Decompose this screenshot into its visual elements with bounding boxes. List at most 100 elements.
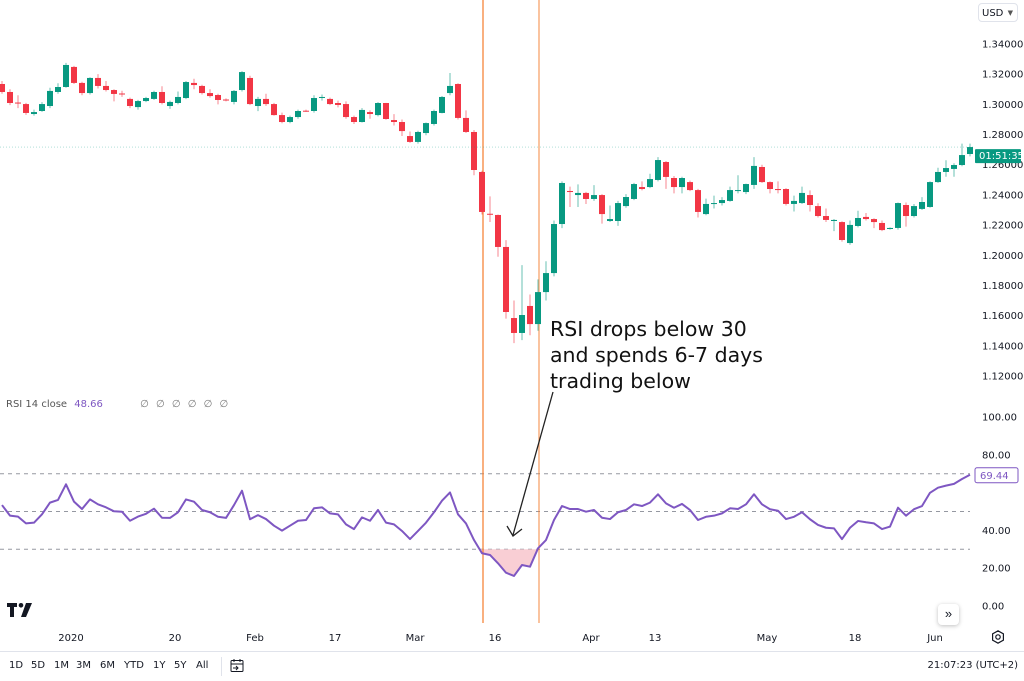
candle-down [455, 83, 461, 118]
range-1d-button[interactable]: 1D [9, 660, 24, 671]
candle-up [735, 190, 741, 192]
candle-down [95, 77, 101, 86]
rsi-legend[interactable]: RSI 14 close 48.66 ∅ ∅ ∅ ∅ ∅ ∅ [6, 399, 230, 410]
candle-up [87, 77, 93, 94]
candle-down [783, 189, 789, 204]
candle-down [15, 102, 21, 104]
candle-down [471, 131, 477, 171]
candle-up [647, 179, 653, 188]
candle-up [959, 155, 965, 166]
candle-down [335, 103, 341, 105]
candle-down [191, 82, 197, 86]
candle-up [623, 197, 629, 207]
candle-down [839, 222, 845, 241]
candle-up [447, 85, 453, 94]
candle-down [303, 110, 309, 112]
candle-up [39, 104, 45, 111]
tradingview-logo[interactable] [7, 603, 33, 617]
candle-up [799, 192, 805, 204]
candle-up [47, 90, 53, 107]
candle-down [7, 91, 13, 104]
candle-down [23, 104, 29, 113]
candle-down [383, 103, 389, 119]
clock-timezone[interactable]: 21:07:23 (UTC+2) [927, 660, 1018, 671]
currency-dropdown[interactable]: USD ▼ [978, 3, 1018, 22]
rsi-tick-label: 80.00 [982, 450, 1011, 461]
time-tick-label: 18 [849, 633, 862, 644]
rsi-legend-value: 48.66 [74, 399, 103, 410]
candle-up [287, 117, 293, 123]
candle-up [31, 112, 37, 115]
candle-up [63, 64, 69, 88]
price-axis[interactable]: 1.34000 1.32000 1.30000 1.28000 1.26000 1.240… [0, 40, 1024, 383]
price-candles [0, 62, 973, 344]
price-tick-label: 1.18000 [982, 281, 1023, 292]
range-1m-button[interactable]: 1M [54, 660, 69, 671]
candle-up [943, 168, 949, 172]
candle-up [743, 184, 749, 193]
candle-up [535, 292, 541, 325]
candle-up [791, 200, 797, 204]
candle-down [823, 216, 829, 220]
candle-up [615, 203, 621, 222]
candle-up [847, 224, 853, 244]
candle-up [751, 165, 757, 185]
annotation-line: RSI drops below 30 [550, 317, 747, 341]
range-5d-button[interactable]: 5D [31, 660, 46, 671]
candle-down [215, 95, 221, 100]
range-all-button[interactable]: All [196, 660, 209, 671]
candle-down [871, 219, 877, 223]
range-1y-button[interactable]: 1Y [153, 660, 166, 671]
candle-up [255, 98, 261, 107]
candle-down [903, 205, 909, 217]
candle-up [415, 131, 421, 142]
time-axis[interactable]: 2020 20 Feb 17 Mar 16 Apr 13 May 18 Jun [58, 633, 943, 644]
candle-down [351, 117, 357, 123]
candle-down [367, 112, 373, 115]
candle-down [879, 222, 885, 231]
time-tick-label: Apr [582, 633, 600, 644]
candle-down [759, 166, 765, 183]
price-tick-label: 1.16000 [982, 311, 1023, 322]
candle-up [951, 165, 957, 169]
gear-icon[interactable] [991, 630, 1005, 644]
annotation-arrow [506, 391, 554, 537]
rsi-legend-empty-values: ∅ ∅ ∅ ∅ ∅ ∅ [140, 399, 231, 410]
chevron-down-icon: ▼ [1007, 9, 1013, 17]
candle-down [807, 195, 813, 206]
candle-down [391, 120, 397, 123]
rsi-legend-title: RSI 14 close [6, 399, 68, 410]
price-tick-label: 1.34000 [982, 40, 1023, 51]
time-tick-label: Feb [246, 633, 264, 644]
candle-up [727, 190, 733, 201]
candle-down [407, 136, 413, 142]
rsi-tick-label: 0.00 [982, 602, 1004, 613]
candle-up [935, 171, 941, 183]
price-tick-label: 1.14000 [982, 341, 1023, 352]
candle-up [575, 192, 581, 196]
candle-down [479, 171, 485, 212]
range-ytd-button[interactable]: YTD [124, 660, 144, 671]
candle-up [919, 201, 925, 209]
scroll-to-realtime-button[interactable]: » [938, 604, 959, 625]
oversold-fill [479, 549, 538, 576]
candle-down [599, 195, 605, 215]
price-tick-label: 1.28000 [982, 130, 1023, 141]
candle-up [927, 182, 933, 207]
candle-down [327, 98, 333, 105]
time-tick-label: 16 [489, 633, 502, 644]
candle-down [567, 190, 573, 193]
candle-up [183, 82, 189, 99]
range-3m-button[interactable]: 3M [76, 660, 91, 671]
candle-up [295, 110, 301, 118]
chart-canvas[interactable]: 1.34000 1.32000 1.30000 1.28000 1.26000 1.240… [0, 0, 1024, 651]
rsi-axis[interactable]: 100.00 80.00 40.00 20.00 0.00 69.44 [974, 413, 1019, 613]
calendar-goto-icon[interactable] [228, 657, 246, 675]
candle-up [631, 184, 637, 199]
candle-down [527, 305, 533, 325]
candle-down [463, 117, 469, 132]
range-6m-button[interactable]: 6M [100, 660, 115, 671]
range-5y-button[interactable]: 5Y [174, 660, 187, 671]
candle-up [359, 109, 365, 123]
candle-up [559, 182, 565, 225]
